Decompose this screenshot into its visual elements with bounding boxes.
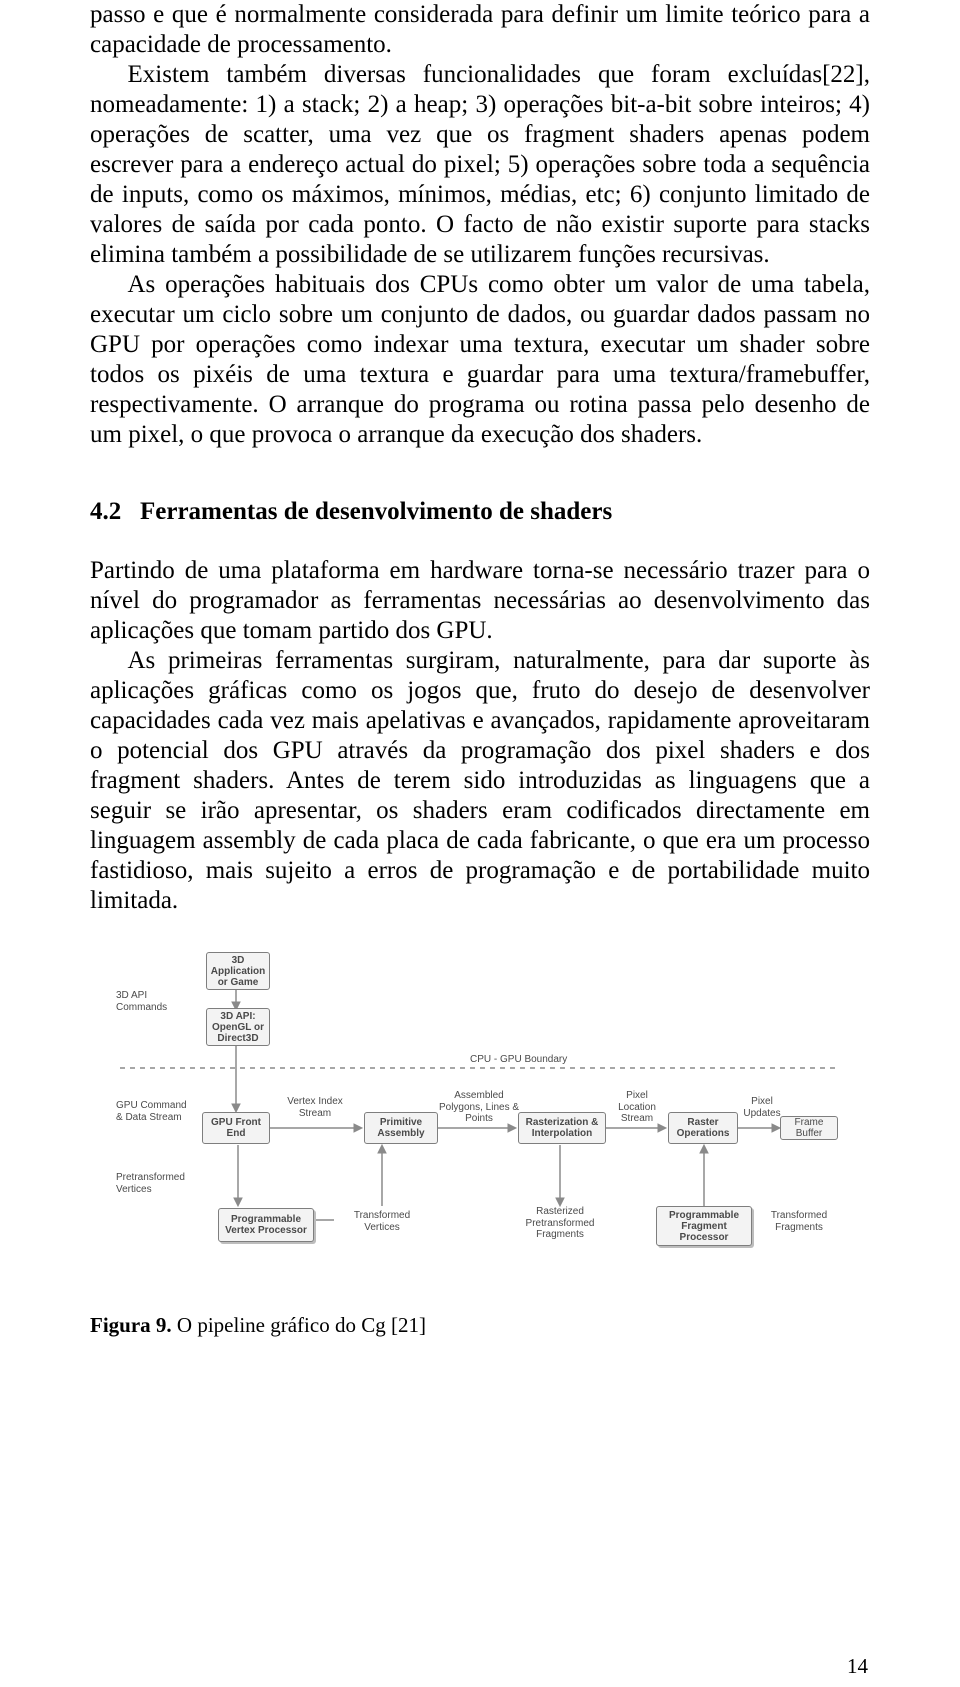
page: passo e que é normalmente considerada pa…: [0, 0, 960, 1687]
paragraph: As operações habituais dos CPUs como obt…: [90, 270, 870, 450]
label-cpu-gpu-boundary: CPU - GPU Boundary: [470, 1054, 610, 1066]
figure: 3D Application or Game 3D API: OpenGL or…: [90, 950, 870, 1285]
paragraph: Existem também diversas funcionalidades …: [90, 60, 870, 270]
page-number: 14: [847, 1654, 868, 1679]
label-pretransformed-vertices: Pretransformed Vertices: [116, 1172, 202, 1195]
pipeline-diagram: 3D Application or Game 3D API: OpenGL or…: [120, 950, 840, 1285]
paragraph: passo e que é normalmente considerada pa…: [90, 0, 870, 60]
node-raster-operations: Raster Operations: [668, 1112, 738, 1144]
label-rasterized-fragments: Rasterized Pretransformed Fragments: [512, 1206, 608, 1241]
body-block-2: Partindo de uma plataforma em hardware t…: [90, 556, 870, 916]
label-gpu-cmd-stream: GPU Command & Data Stream: [116, 1100, 192, 1123]
node-gpu-front-end: GPU Front End: [202, 1112, 270, 1144]
label-assembled-primitives: Assembled Polygons, Lines & Points: [438, 1090, 520, 1125]
node-3d-api: 3D API: OpenGL or Direct3D: [206, 1008, 270, 1046]
figure-caption-text: O pipeline gráfico do Cg [21]: [172, 1313, 426, 1337]
body-block-1: passo e que é normalmente considerada pa…: [90, 0, 870, 450]
figure-caption: Figura 9. O pipeline gráfico do Cg [21]: [90, 1313, 870, 1338]
node-frame-buffer: Frame Buffer: [780, 1116, 838, 1140]
node-vertex-processor: Programmable Vertex Processor: [218, 1208, 314, 1242]
label-pixel-updates: Pixel Updates: [738, 1096, 786, 1119]
node-primitive-assembly: Primitive Assembly: [364, 1112, 438, 1144]
section-number: 4.2: [90, 498, 121, 525]
section-title: Ferramentas de desenvolvimento de shader…: [140, 498, 612, 525]
label-vertex-index-stream: Vertex Index Stream: [278, 1096, 352, 1119]
label-transformed-fragments: Transformed Fragments: [760, 1210, 838, 1233]
label-transformed-vertices: Transformed Vertices: [342, 1210, 422, 1233]
figure-caption-label: Figura 9.: [90, 1313, 172, 1337]
node-fragment-processor: Programmable Fragment Processor: [656, 1206, 752, 1246]
label-3d-api-commands: 3D API Commands: [116, 990, 188, 1013]
node-3d-app: 3D Application or Game: [206, 952, 270, 990]
paragraph: Partindo de uma plataforma em hardware t…: [90, 556, 870, 646]
section-heading: 4.2 Ferramentas de desenvolvimento de sh…: [90, 498, 870, 526]
label-pixel-location-stream: Pixel Location Stream: [610, 1090, 664, 1125]
node-rasterization: Rasterization & Interpolation: [518, 1112, 606, 1144]
paragraph: As primeiras ferramentas surgiram, natur…: [90, 646, 870, 916]
